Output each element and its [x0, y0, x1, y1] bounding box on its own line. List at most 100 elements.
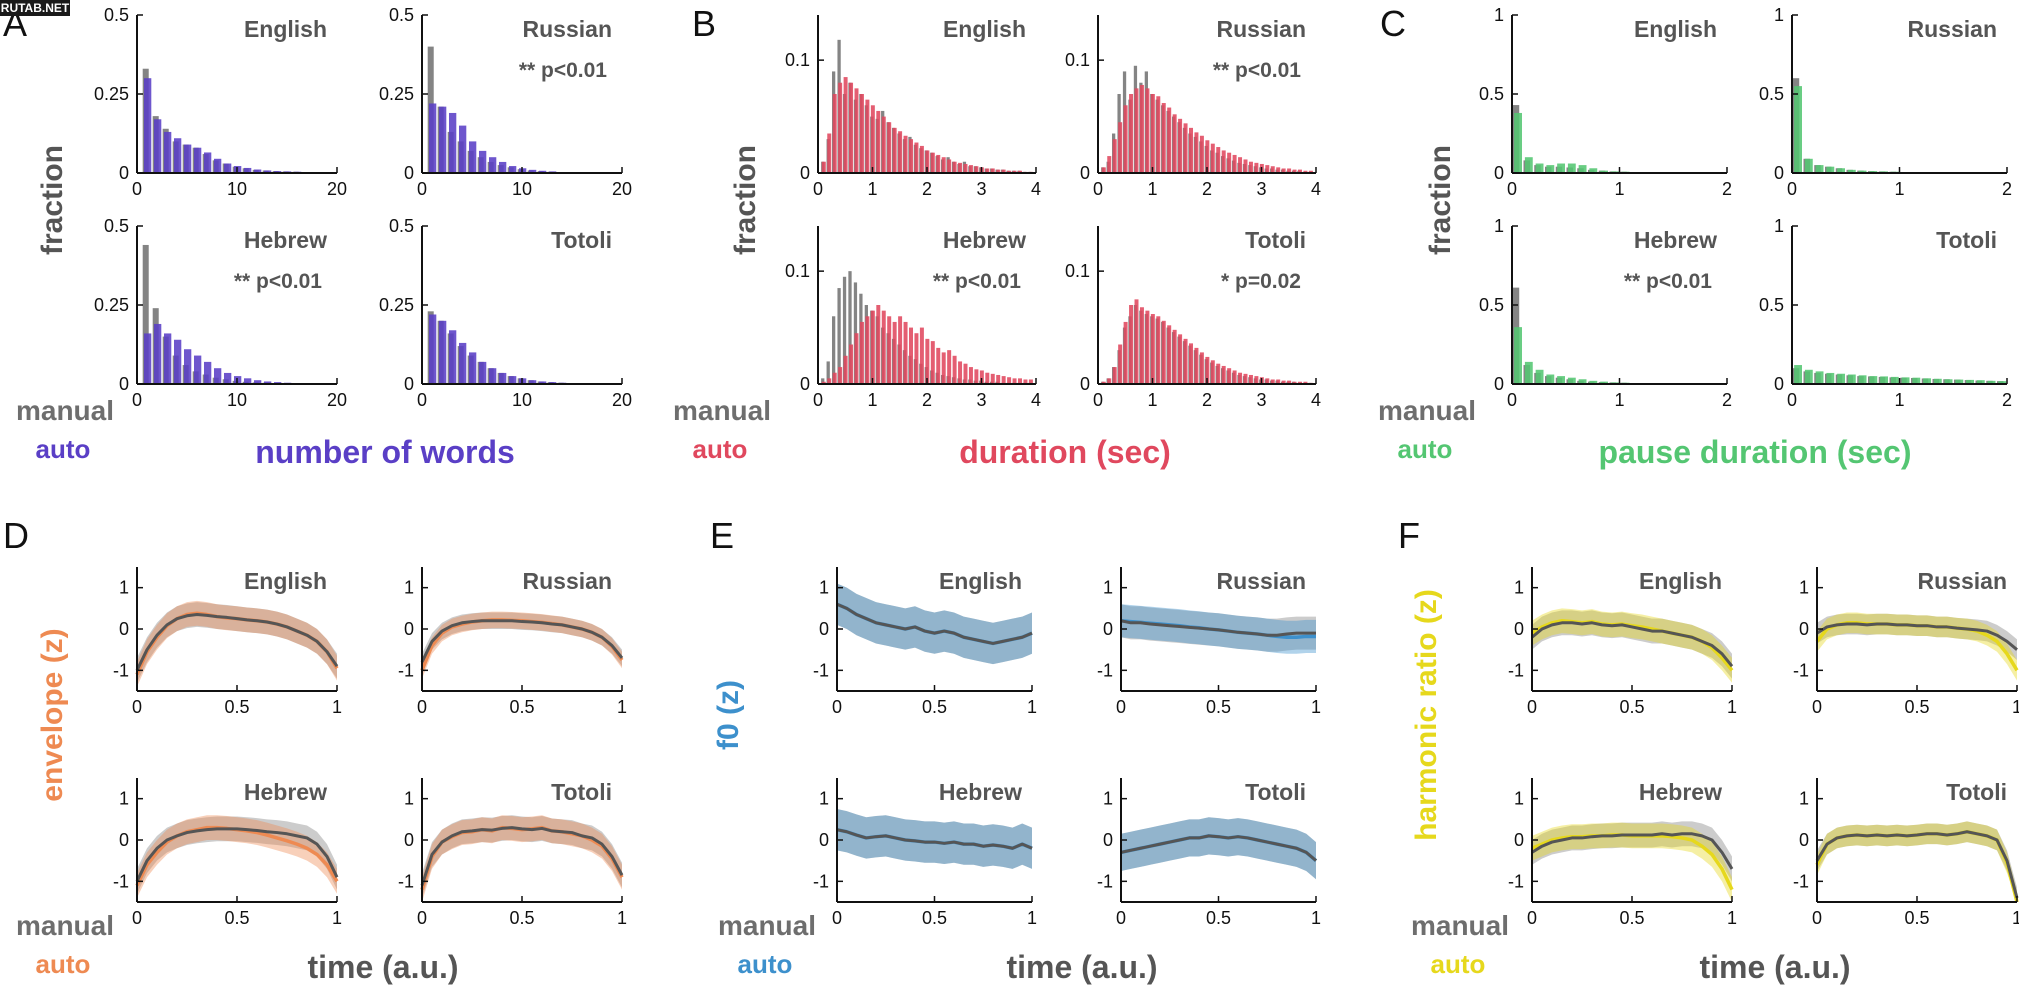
bar-auto — [1589, 380, 1598, 384]
x-tick-label: 0 — [813, 390, 823, 410]
bar-auto — [881, 116, 886, 173]
panel-B: B 0 0.1 0 1 2 3 4 English 0 0.1 0 1 2 3 4 Russian ** p<0.… — [673, 3, 1321, 470]
x-tick-label: 4 — [1031, 179, 1041, 199]
subplot-title: English — [939, 568, 1022, 594]
bar-auto — [859, 321, 864, 384]
bar-auto — [1205, 356, 1210, 384]
bar-auto — [821, 381, 826, 384]
bar-auto — [488, 157, 497, 173]
bar-auto — [1194, 347, 1199, 384]
bar-auto — [1546, 165, 1555, 173]
subplot-title: English — [1639, 568, 1722, 594]
y-tick-label: 0 — [1799, 830, 1809, 850]
bar-auto — [968, 367, 973, 384]
bar-auto — [1794, 86, 1802, 173]
x-tick-label: 0 — [1507, 390, 1517, 410]
band-manual — [137, 602, 337, 683]
panel-letter: D — [3, 515, 29, 556]
bar-auto — [468, 141, 477, 173]
bar-auto — [1101, 381, 1106, 384]
y-tick-label: 0 — [1103, 830, 1113, 850]
band-auto — [837, 583, 1032, 665]
significance-annotation: ** p<0.01 — [1213, 59, 1301, 82]
bar-auto — [1107, 156, 1112, 173]
bar-auto — [843, 355, 848, 384]
bar-auto — [1281, 168, 1286, 173]
bar-auto — [952, 355, 957, 384]
x-tick-label: 1 — [1147, 179, 1157, 199]
bar-auto — [958, 361, 963, 384]
y-tick-label: 1 — [1494, 216, 1504, 236]
x-tick-label: 1 — [332, 697, 342, 717]
bar-auto — [1134, 88, 1139, 173]
bar-manual — [832, 316, 836, 384]
x-tick-label: 10 — [512, 390, 532, 410]
panel-letter: B — [692, 3, 716, 44]
subplot-title: English — [244, 16, 327, 42]
x-tick-label: 10 — [227, 179, 247, 199]
bar-auto — [947, 159, 952, 173]
subplot-title: Hebrew — [1634, 227, 1717, 253]
bar-auto — [985, 372, 990, 384]
bar-auto — [925, 150, 930, 173]
band-manual — [422, 815, 622, 898]
bar-auto — [1194, 132, 1199, 173]
y-tick-label: -1 — [1097, 660, 1113, 680]
x-tick-label: 1 — [1727, 697, 1737, 717]
bar-auto — [1018, 170, 1022, 173]
significance-annotation: ** p<0.01 — [1624, 270, 1712, 293]
subplot-russian: 0 0.25 0.5 0 10 20 Russian ** p<0.01 — [379, 5, 632, 199]
bar-auto — [1535, 163, 1544, 173]
y-tick-label: 1 — [1514, 578, 1524, 598]
x-tick-label: 0.5 — [224, 697, 249, 717]
x-tick-label: 0.5 — [1619, 697, 1644, 717]
band-manual — [1121, 817, 1316, 880]
bar-auto — [990, 168, 995, 173]
bar-auto — [193, 355, 202, 384]
x-axis-label: time (a.u.) — [1006, 949, 1157, 985]
bar-auto — [832, 372, 837, 384]
legend-auto: auto — [36, 949, 91, 979]
bar-auto — [930, 341, 935, 384]
bar-auto — [1847, 374, 1856, 384]
bar-auto — [458, 342, 467, 384]
y-tick-label: 0 — [119, 619, 129, 639]
band-manual — [137, 816, 337, 894]
bar-auto — [827, 133, 832, 173]
x-tick-label: 0.5 — [1619, 908, 1644, 928]
y-tick-label: 0.25 — [94, 84, 129, 104]
x-axis-label: duration (sec) — [959, 434, 1171, 470]
bar-auto — [887, 316, 892, 384]
x-tick-label: 3 — [976, 179, 986, 199]
x-tick-label: 2 — [1722, 390, 1732, 410]
bar-auto — [876, 110, 881, 173]
subplot-hebrew: 0 0.5 1 0 1 2 Hebrew ** p<0.01 — [1479, 216, 1732, 410]
bar-auto — [498, 161, 507, 173]
bar-auto — [173, 138, 182, 173]
bar-auto — [1167, 325, 1172, 384]
y-axis-label: fraction — [1424, 145, 1457, 255]
bar-auto — [1232, 154, 1237, 173]
bar-auto — [1600, 381, 1608, 384]
x-tick-label: 0 — [1812, 697, 1822, 717]
bar-auto — [1804, 158, 1813, 173]
x-tick-label: 4 — [1311, 179, 1321, 199]
bar-auto — [1178, 118, 1183, 173]
bar-auto — [1118, 122, 1123, 173]
bar-auto — [1890, 376, 1899, 384]
x-axis-label: time (a.u.) — [1699, 949, 1850, 985]
y-tick-label: 1 — [1774, 216, 1784, 236]
bar-auto — [1600, 170, 1608, 173]
bar-auto — [876, 305, 881, 384]
bar-auto — [1199, 352, 1204, 384]
bar-auto — [1243, 159, 1248, 173]
bar-auto — [253, 169, 262, 173]
bar-auto — [892, 127, 897, 173]
bar-auto — [1139, 84, 1144, 173]
bar-auto — [528, 169, 537, 173]
subplot-title: Totoli — [1946, 779, 2007, 805]
y-tick-label: 1 — [404, 578, 414, 598]
bar-auto — [1514, 112, 1522, 173]
